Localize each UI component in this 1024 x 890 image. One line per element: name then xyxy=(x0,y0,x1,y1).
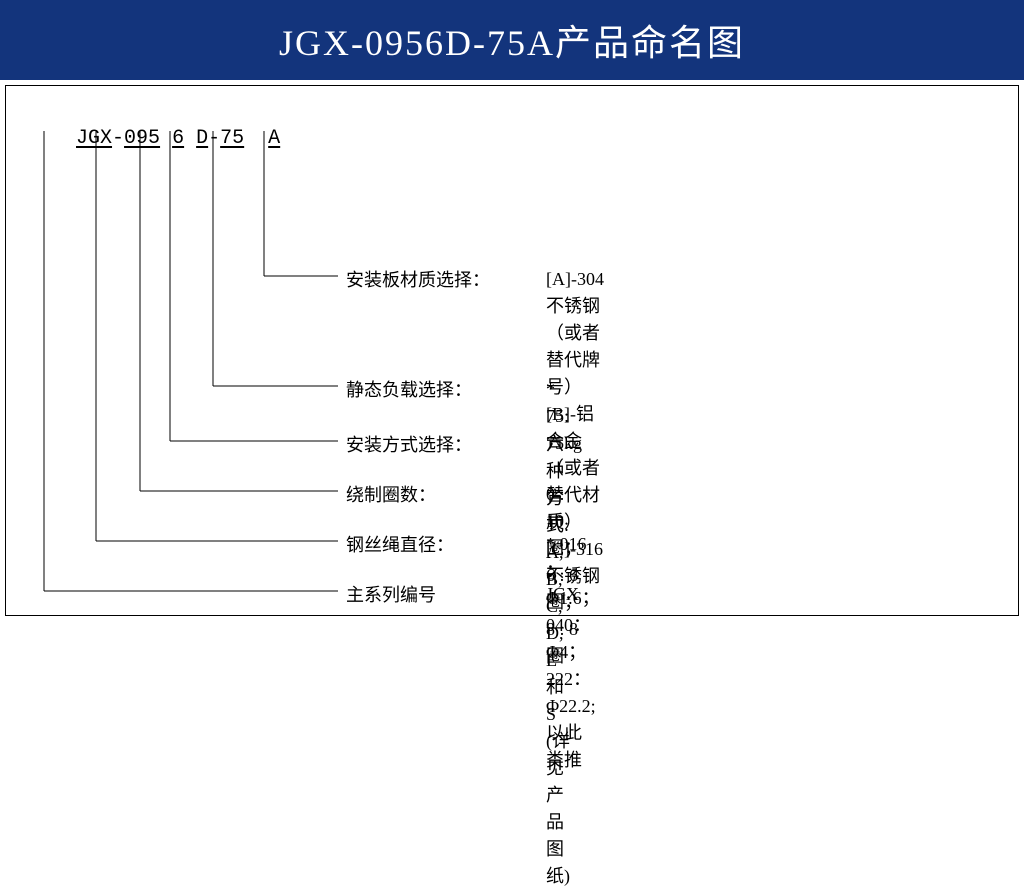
desc-label: 安装板材质选择： xyxy=(346,266,526,292)
seg-095: 095 xyxy=(124,127,160,150)
desc-label: 安装方式选择： xyxy=(346,431,526,457)
seg-a: A xyxy=(268,127,280,150)
desc-value: JGX xyxy=(546,581,579,608)
seg-d: D xyxy=(196,127,208,150)
desc-label: 绕制圈数： xyxy=(346,481,526,507)
seg-jgx: JGX xyxy=(76,127,112,150)
desc-row-n6: 绕制圈数：0 : 10 圈； 6 : 6 圈； 8 : 8 圈 xyxy=(346,481,526,507)
desc-row-jgx: 主系列编号JGX xyxy=(346,581,526,607)
desc-row-n095: 钢丝绳直径：* 016 ：Φ1.6； 040：Φ4； 222： Φ22.2; 以… xyxy=(346,531,526,557)
product-code: JGX-095 6 D-75 A xyxy=(28,104,280,173)
desc-row-d: 安装方式选择：六种方式: A, B, C, D, E 和 S (详见产品图纸) xyxy=(346,431,526,457)
desc-label: 静态负载选择： xyxy=(346,376,526,402)
seg-6: 6 xyxy=(172,127,184,150)
desc-row-n75: 静态负载选择：* 75: 75kg xyxy=(346,376,526,402)
desc-label: 主系列编号 xyxy=(346,581,526,607)
desc-label: 钢丝绳直径： xyxy=(346,531,526,557)
seg-75: 75 xyxy=(220,127,244,150)
header-banner: JGX-0956D-75A产品命名图 xyxy=(0,0,1024,80)
diagram-panel: JGX-095 6 D-75 A 安装板材质选择：[A]-304 不锈钢（或者替… xyxy=(5,85,1019,616)
desc-row-a: 安装板材质选择：[A]-304 不锈钢（或者替代牌号） [B]-铝合金（或者替代… xyxy=(346,266,526,292)
desc-value: * 016 ：Φ1.6； 040：Φ4； 222： Φ22.2; 以此类推 xyxy=(546,531,600,774)
header-title: JGX-0956D-75A产品命名图 xyxy=(279,14,745,66)
